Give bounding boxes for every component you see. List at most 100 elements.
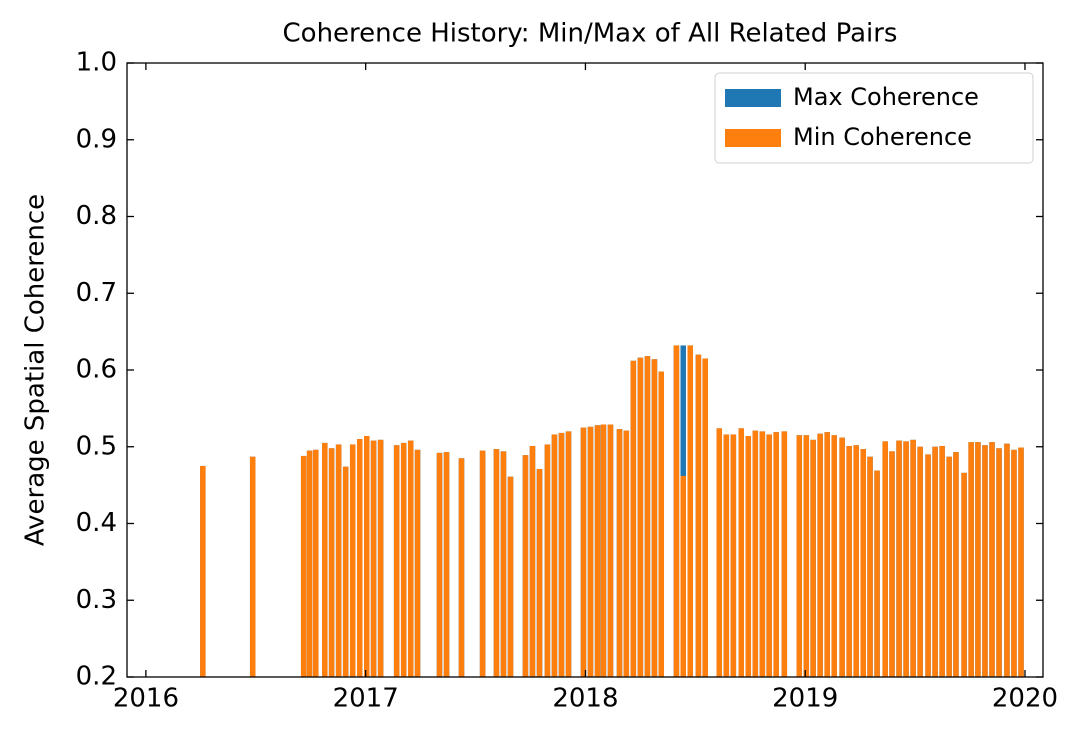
bar [313,449,319,677]
legend-box [714,72,1034,164]
bar [932,446,938,677]
bar [824,432,830,677]
bar [695,354,702,677]
bar [846,445,852,677]
bar [551,434,558,677]
bar [810,439,816,677]
bar [896,440,902,677]
bar [458,458,465,677]
bar [607,424,614,677]
x-tick-label: 2017 [333,684,399,714]
bar [867,456,873,677]
bar [817,433,823,677]
bar [342,466,349,677]
bar [839,437,845,677]
bar [587,426,594,677]
bar [745,436,752,677]
y-tick-label: 0.4 [76,508,117,538]
bar [335,444,342,677]
bar [616,429,623,677]
bar [968,442,974,677]
bar [623,430,630,677]
bar [306,450,313,677]
bar [925,454,931,677]
bar [853,445,859,677]
bar [522,455,529,677]
bar [658,371,665,677]
bar [644,356,651,677]
y-tick-label: 0.5 [76,431,117,461]
bar [889,451,895,677]
legend-swatch [725,129,781,147]
bar [529,445,536,677]
bar [407,440,414,677]
bar [723,434,730,677]
bar [917,446,923,677]
bar [436,452,443,677]
bar [322,442,328,677]
legend-swatch [725,89,781,107]
bar [803,435,810,677]
y-tick-label: 0.6 [76,355,117,385]
y-tick-label: 0.8 [76,201,117,231]
bar [1011,449,1017,677]
bar [738,428,745,677]
bar [536,469,543,677]
bar [349,444,356,677]
bar [1004,443,1010,677]
y-axis-label: Average Spatial Coherence [21,194,51,546]
bar [500,451,507,677]
bar [328,448,335,677]
bar [961,472,967,677]
bar [680,475,686,677]
bar [630,360,637,677]
bar [200,465,206,677]
bar [939,445,945,677]
bar [759,431,766,677]
bar [903,441,909,677]
bar [565,431,572,677]
bar [730,434,737,677]
y-tick-label: 0.3 [76,585,117,615]
bar [414,449,421,677]
bar [249,456,256,677]
bar [544,444,551,677]
bar [702,358,708,677]
x-tick-label: 2019 [772,684,838,714]
bar [716,428,723,677]
bar [796,435,803,677]
bar [300,455,307,677]
bar [752,430,759,677]
bar [493,449,500,677]
bar [687,345,694,677]
bar [594,425,601,677]
x-tick-label: 2020 [992,684,1058,714]
bar [910,439,916,677]
bar [882,441,888,677]
bar [766,434,772,677]
x-tick-label: 2018 [552,684,618,714]
bar [773,432,779,677]
bar [558,432,565,677]
bar [580,427,587,677]
bar [946,456,952,677]
bar [443,452,450,677]
bar [637,357,644,677]
bar [996,448,1002,677]
bar [874,470,880,677]
y-tick-label: 1.0 [76,48,117,78]
bar [507,476,514,677]
bar [356,439,363,677]
bar [953,452,959,677]
bar [975,442,981,677]
bar [1018,447,1024,677]
bar [364,436,370,677]
y-tick-label: 0.7 [76,278,117,308]
bar [393,445,400,677]
legend-label: Min Coherence [793,123,972,151]
y-tick-label: 0.2 [76,662,117,692]
legend-label: Max Coherence [793,83,979,111]
x-tick-label: 2016 [113,684,179,714]
bar [860,449,866,677]
